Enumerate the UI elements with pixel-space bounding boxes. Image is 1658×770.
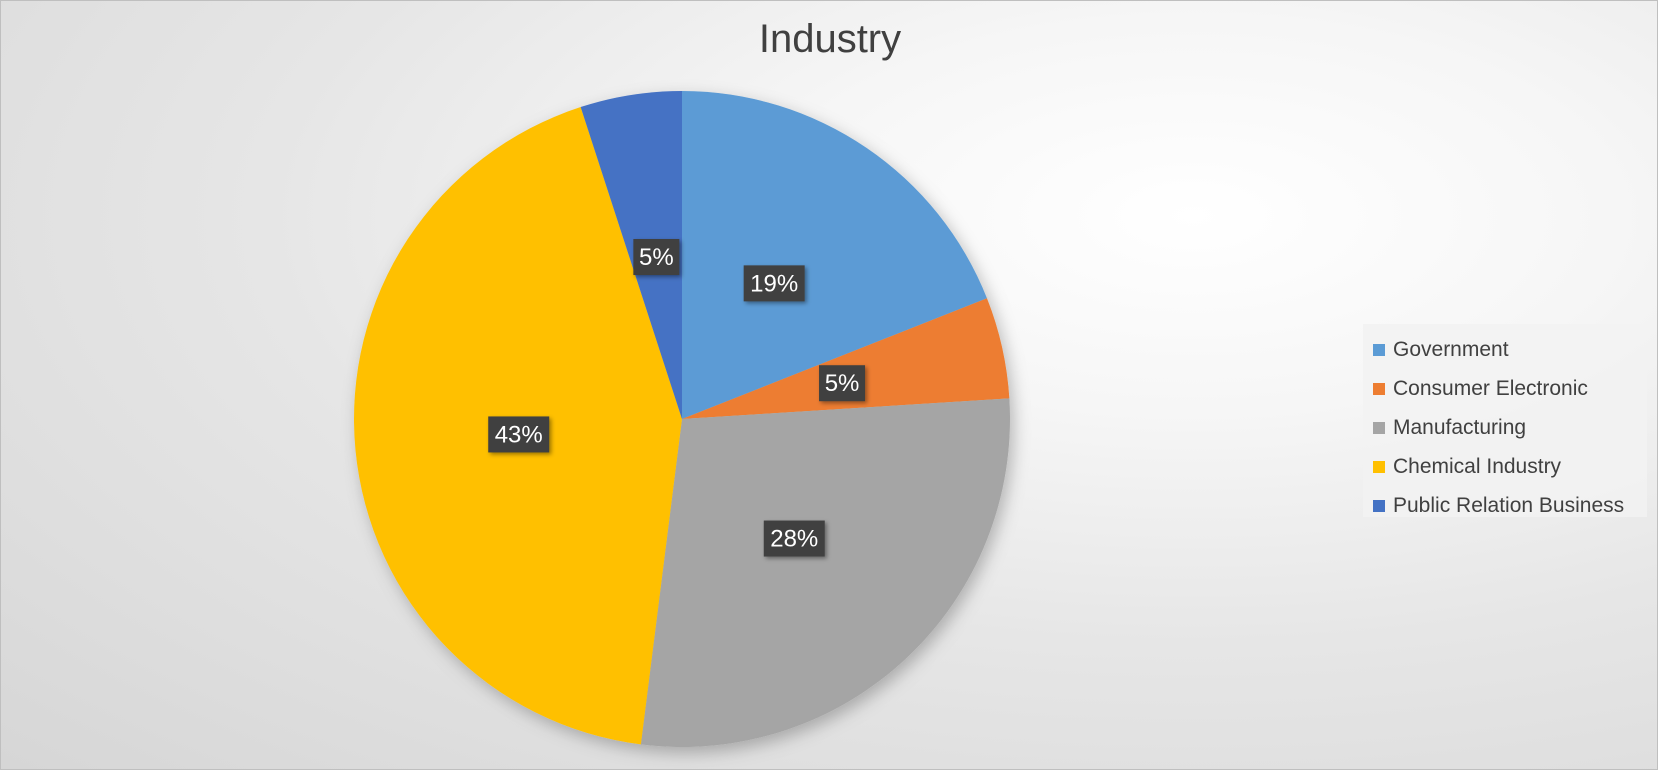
legend-item-government: Government xyxy=(1373,330,1637,369)
svg-text:19%: 19% xyxy=(750,270,798,297)
pie-slice-government xyxy=(682,91,987,419)
data-label-public-relation-business: 5% xyxy=(633,239,680,276)
legend: Government Consumer Electronic Manufactu… xyxy=(1363,324,1647,517)
pie-slice-manufacturing xyxy=(640,398,1010,747)
legend-item-chemical-industry: Chemical Industry xyxy=(1373,447,1637,486)
legend-label-government: Government xyxy=(1393,337,1509,361)
data-label-chemical-industry: 43% xyxy=(488,416,550,453)
svg-text:5%: 5% xyxy=(639,244,674,271)
legend-label-consumer-electronic: Consumer Electronic xyxy=(1393,376,1588,400)
legend-label-chemical-industry: Chemical Industry xyxy=(1393,454,1562,478)
pie-slice-consumer-electronic xyxy=(682,298,1010,419)
svg-text:43%: 43% xyxy=(495,421,543,448)
legend-label-manufacturing: Manufacturing xyxy=(1393,415,1527,439)
legend-swatch-consumer-electronic xyxy=(1373,382,1385,395)
legend-swatch-public-relation-business xyxy=(1373,499,1385,512)
data-label-manufacturing: 28% xyxy=(763,520,825,557)
pie-slices xyxy=(353,91,1010,747)
svg-text:5%: 5% xyxy=(825,370,860,397)
legend-swatch-government xyxy=(1373,343,1385,356)
pie-slice-public-relation-business xyxy=(580,91,682,419)
legend-item-manufacturing: Manufacturing xyxy=(1373,408,1637,447)
pie-data-labels: 19% 5% 28% 43% 5% xyxy=(488,239,866,557)
data-label-government: 19% xyxy=(743,265,805,302)
legend-swatch-chemical-industry xyxy=(1373,460,1385,473)
svg-text:28%: 28% xyxy=(770,526,818,553)
data-label-consumer-electronic: 5% xyxy=(819,365,866,402)
legend-item-public-relation-business: Public Relation Business xyxy=(1373,486,1637,525)
legend-swatch-manufacturing xyxy=(1373,421,1385,434)
chart-title: Industry xyxy=(758,17,902,61)
legend-label-public-relation-business: Public Relation Business xyxy=(1393,493,1625,517)
legend-item-consumer-electronic: Consumer Electronic xyxy=(1373,369,1637,408)
